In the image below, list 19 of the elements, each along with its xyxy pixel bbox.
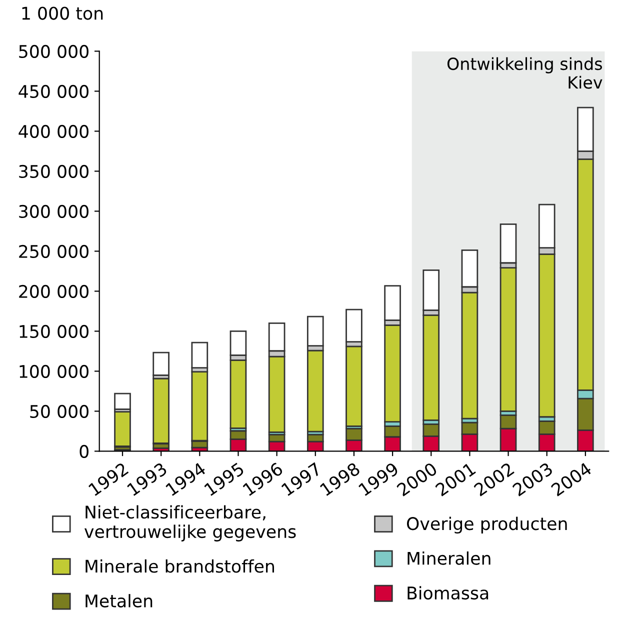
legend-label: Mineralen bbox=[408, 551, 490, 565]
legend-label: Overige producten bbox=[406, 516, 567, 534]
y-tick-label: 0 bbox=[80, 444, 88, 458]
y-axis-title: 1 000 ton bbox=[22, 6, 103, 20]
legend-label: Metalen bbox=[86, 594, 152, 608]
y-tick-label: 250 000 bbox=[19, 244, 88, 258]
y-tick-label: 500 000 bbox=[19, 44, 88, 58]
legend-label: Niet-classificeerbare, vertrouwelijke gegevens bbox=[84, 505, 296, 542]
band-label: Ontwikkeling sinds Kiev bbox=[447, 57, 602, 89]
y-tick-label: 300 000 bbox=[19, 204, 88, 218]
y-tick-label: 200 000 bbox=[19, 284, 88, 298]
y-tick-label: 50 000 bbox=[30, 404, 88, 418]
y-tick-label: 400 000 bbox=[18, 124, 88, 138]
y-tick-label: 150 000 bbox=[20, 324, 88, 338]
y-tick-label: 350 000 bbox=[19, 164, 88, 178]
y-tick-label: 100 000 bbox=[20, 364, 88, 378]
legend-label: Biomassa bbox=[408, 586, 488, 600]
y-tick-label: 450 000 bbox=[18, 84, 88, 98]
legend-label: Minerale brandstoffen bbox=[86, 559, 274, 573]
